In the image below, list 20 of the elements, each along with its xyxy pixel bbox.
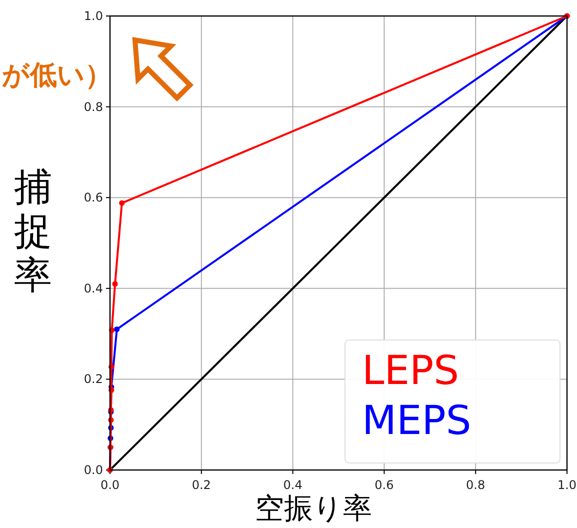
- y-tick-label: 1.0: [84, 9, 103, 23]
- y-axis-title: 捕捉率: [14, 165, 52, 297]
- x-axis-title: 空振り率: [255, 491, 372, 525]
- text: LEPS: [362, 348, 460, 394]
- x-tick-label: 1.0: [557, 478, 577, 492]
- x-tick-label: 0.6: [374, 478, 394, 492]
- y-tick-label: 0.6: [84, 190, 103, 205]
- x-tick-label: 0.8: [466, 478, 486, 492]
- x-tick-label: 0.2: [192, 478, 211, 492]
- point: [114, 326, 120, 332]
- text: MEPS: [362, 398, 472, 444]
- y-tick-label: 0.4: [84, 281, 103, 296]
- point: [112, 281, 118, 287]
- y-tick-label: 0.2: [84, 372, 103, 386]
- x-tick-label: 0.0: [100, 478, 120, 492]
- annotation: が低い）: [2, 60, 112, 91]
- x-tick-label: 0.4: [283, 478, 302, 492]
- y-tick-label: 0.8: [84, 100, 103, 114]
- y-tick-label: 0.0: [84, 463, 103, 477]
- point: [119, 200, 125, 206]
